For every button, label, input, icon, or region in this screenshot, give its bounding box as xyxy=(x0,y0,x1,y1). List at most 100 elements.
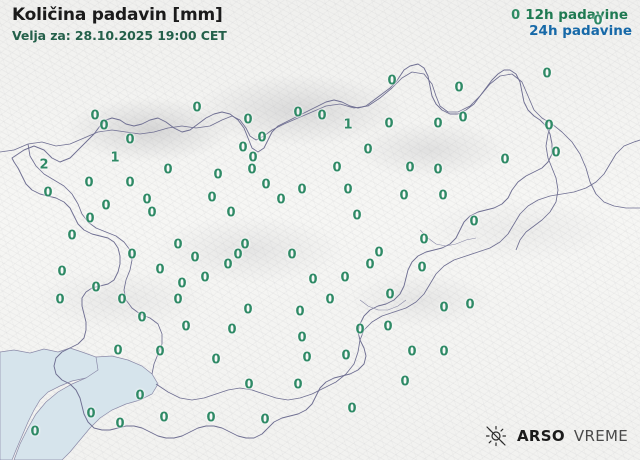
station-value: 0 xyxy=(465,297,475,313)
station-value: 0 xyxy=(240,237,250,253)
legend-row-12h: 0 12h padavine xyxy=(511,7,632,24)
station-value: 0 xyxy=(542,66,552,82)
valid-time-subtitle: Velja za: 28.10.2025 19:00 CET xyxy=(12,28,227,43)
station-value: 0 xyxy=(181,319,191,335)
station-value: 0 xyxy=(244,377,254,393)
station-value: 0 xyxy=(115,416,125,432)
station-value: 0 xyxy=(439,344,449,360)
border-hungary-east xyxy=(515,123,559,251)
station-value: 0 xyxy=(43,185,53,201)
station-value: 0 xyxy=(177,276,187,292)
station-value: 1 xyxy=(343,117,353,133)
station-value: 0 xyxy=(125,132,135,148)
station-value: 0 xyxy=(173,237,183,253)
station-value: 0 xyxy=(438,188,448,204)
station-value: 0 xyxy=(238,140,248,156)
station-value: 0 xyxy=(454,80,464,96)
station-value: 0 xyxy=(352,208,362,224)
slovenia-national-border xyxy=(11,63,553,439)
station-value: 0 xyxy=(433,116,443,132)
station-value: 0 xyxy=(247,162,257,178)
station-value: 0 xyxy=(223,257,233,273)
station-value: 0 xyxy=(243,112,253,128)
station-value: 0 xyxy=(417,260,427,276)
border-croatia-south xyxy=(155,139,640,401)
station-value: 0 xyxy=(101,198,111,214)
station-value: 0 xyxy=(343,182,353,198)
adriatic-sea xyxy=(0,347,105,460)
station-value: 0 xyxy=(147,205,157,221)
station-value: 0 xyxy=(355,322,365,338)
station-value: 0 xyxy=(84,175,94,191)
station-value: 0 xyxy=(159,410,169,426)
station-value: 0 xyxy=(206,410,216,426)
station-value: 0 xyxy=(400,374,410,390)
station-value: 0 xyxy=(211,352,221,368)
legend-label-24h: 24h padavine xyxy=(529,22,632,39)
border-italy-west xyxy=(27,143,163,375)
station-value: 0 xyxy=(544,118,554,134)
station-value: 0 xyxy=(407,344,417,360)
station-value: 0 xyxy=(347,401,357,417)
legend-label-12h: 12h padavine xyxy=(525,7,629,23)
station-value: 0 xyxy=(399,188,409,204)
station-value: 0 xyxy=(287,247,297,263)
station-value: 0 xyxy=(67,228,77,244)
station-value: 0 xyxy=(30,424,40,440)
station-value: 0 xyxy=(387,73,397,89)
station-value: 0 xyxy=(340,270,350,286)
station-value: 1 xyxy=(110,150,120,166)
station-value: 0 xyxy=(551,145,561,161)
station-value: 0 xyxy=(243,302,253,318)
station-value: 0 xyxy=(593,13,603,29)
station-value: 0 xyxy=(439,300,449,316)
station-value: 0 xyxy=(302,350,312,366)
station-value: 0 xyxy=(276,192,286,208)
station-value: 0 xyxy=(91,280,101,296)
station-value: 0 xyxy=(308,272,318,288)
legend: 0 12h padavine 24h padavine xyxy=(511,7,632,40)
station-value: 0 xyxy=(135,388,145,404)
station-value: 0 xyxy=(293,377,303,393)
station-value: 0 xyxy=(117,292,127,308)
station-value: 0 xyxy=(190,250,200,266)
station-value: 0 xyxy=(207,190,217,206)
station-value: 0 xyxy=(142,192,152,208)
station-value: 0 xyxy=(293,105,303,121)
station-value: 0 xyxy=(295,304,305,320)
station-value: 0 xyxy=(257,130,267,146)
station-value: 0 xyxy=(469,214,479,230)
station-value: 0 xyxy=(55,292,65,308)
station-value: 0 xyxy=(317,108,327,124)
station-value: 0 xyxy=(137,310,147,326)
station-value: 0 xyxy=(419,232,429,248)
logo-product: VREME xyxy=(573,427,628,445)
station-value: 0 xyxy=(57,264,67,280)
station-value: 0 xyxy=(297,182,307,198)
station-value: 0 xyxy=(213,167,223,183)
sun-icon xyxy=(485,425,507,447)
station-value: 0 xyxy=(155,344,165,360)
station-value: 0 xyxy=(200,270,210,286)
station-value: 2 xyxy=(39,157,49,173)
station-value: 0 xyxy=(365,257,375,273)
station-value: 0 xyxy=(261,177,271,193)
station-value: 0 xyxy=(433,162,443,178)
station-value: 0 xyxy=(260,412,270,428)
station-value: 0 xyxy=(405,160,415,176)
station-value: 0 xyxy=(325,292,335,308)
legend-row-24h: 24h padavine xyxy=(511,22,632,40)
station-value: 0 xyxy=(374,245,384,261)
station-value: 0 xyxy=(226,205,236,221)
station-value: 0 xyxy=(113,343,123,359)
station-value: 0 xyxy=(458,110,468,126)
station-value: 0 xyxy=(297,330,307,346)
station-value: 0 xyxy=(500,152,510,168)
station-value: 0 xyxy=(383,319,393,335)
station-value: 0 xyxy=(99,118,109,134)
station-value: 0 xyxy=(163,162,173,178)
station-value: 0 xyxy=(127,247,137,263)
station-value: 0 xyxy=(332,160,342,176)
station-value: 0 xyxy=(363,142,373,158)
